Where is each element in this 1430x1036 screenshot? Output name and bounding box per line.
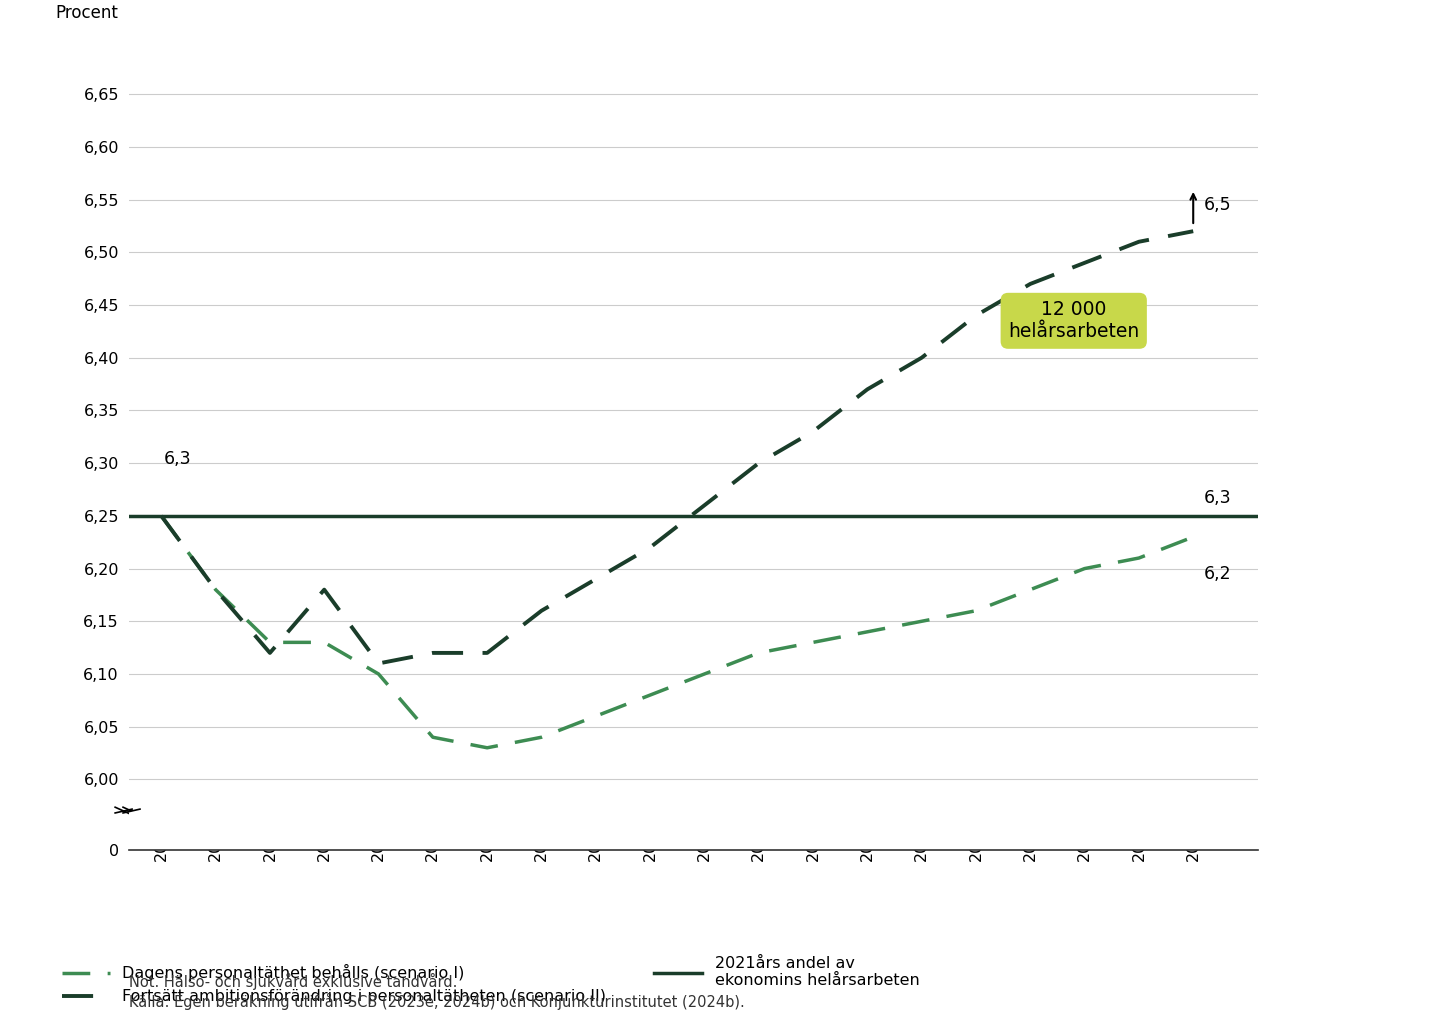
Text: 6,5: 6,5 [1204, 196, 1231, 213]
Legend: Dagens personaltäthet behålls (scenario I), Fortsätt ambitionsförändring i perso: Dagens personaltäthet behålls (scenario … [56, 950, 927, 1010]
Text: 12 000
helårsarbeten: 12 000 helårsarbeten [1008, 300, 1140, 341]
Text: 6,3: 6,3 [164, 451, 192, 468]
Text: Not. Hälso- och sjukvård exklusive tandvård.
Källa: Egen beräkning utifrån SCB (: Not. Hälso- och sjukvård exklusive tandv… [129, 973, 745, 1010]
Text: 6,3: 6,3 [1204, 489, 1231, 508]
Text: Procent: Procent [56, 4, 119, 22]
Text: 6,2: 6,2 [1204, 565, 1231, 583]
